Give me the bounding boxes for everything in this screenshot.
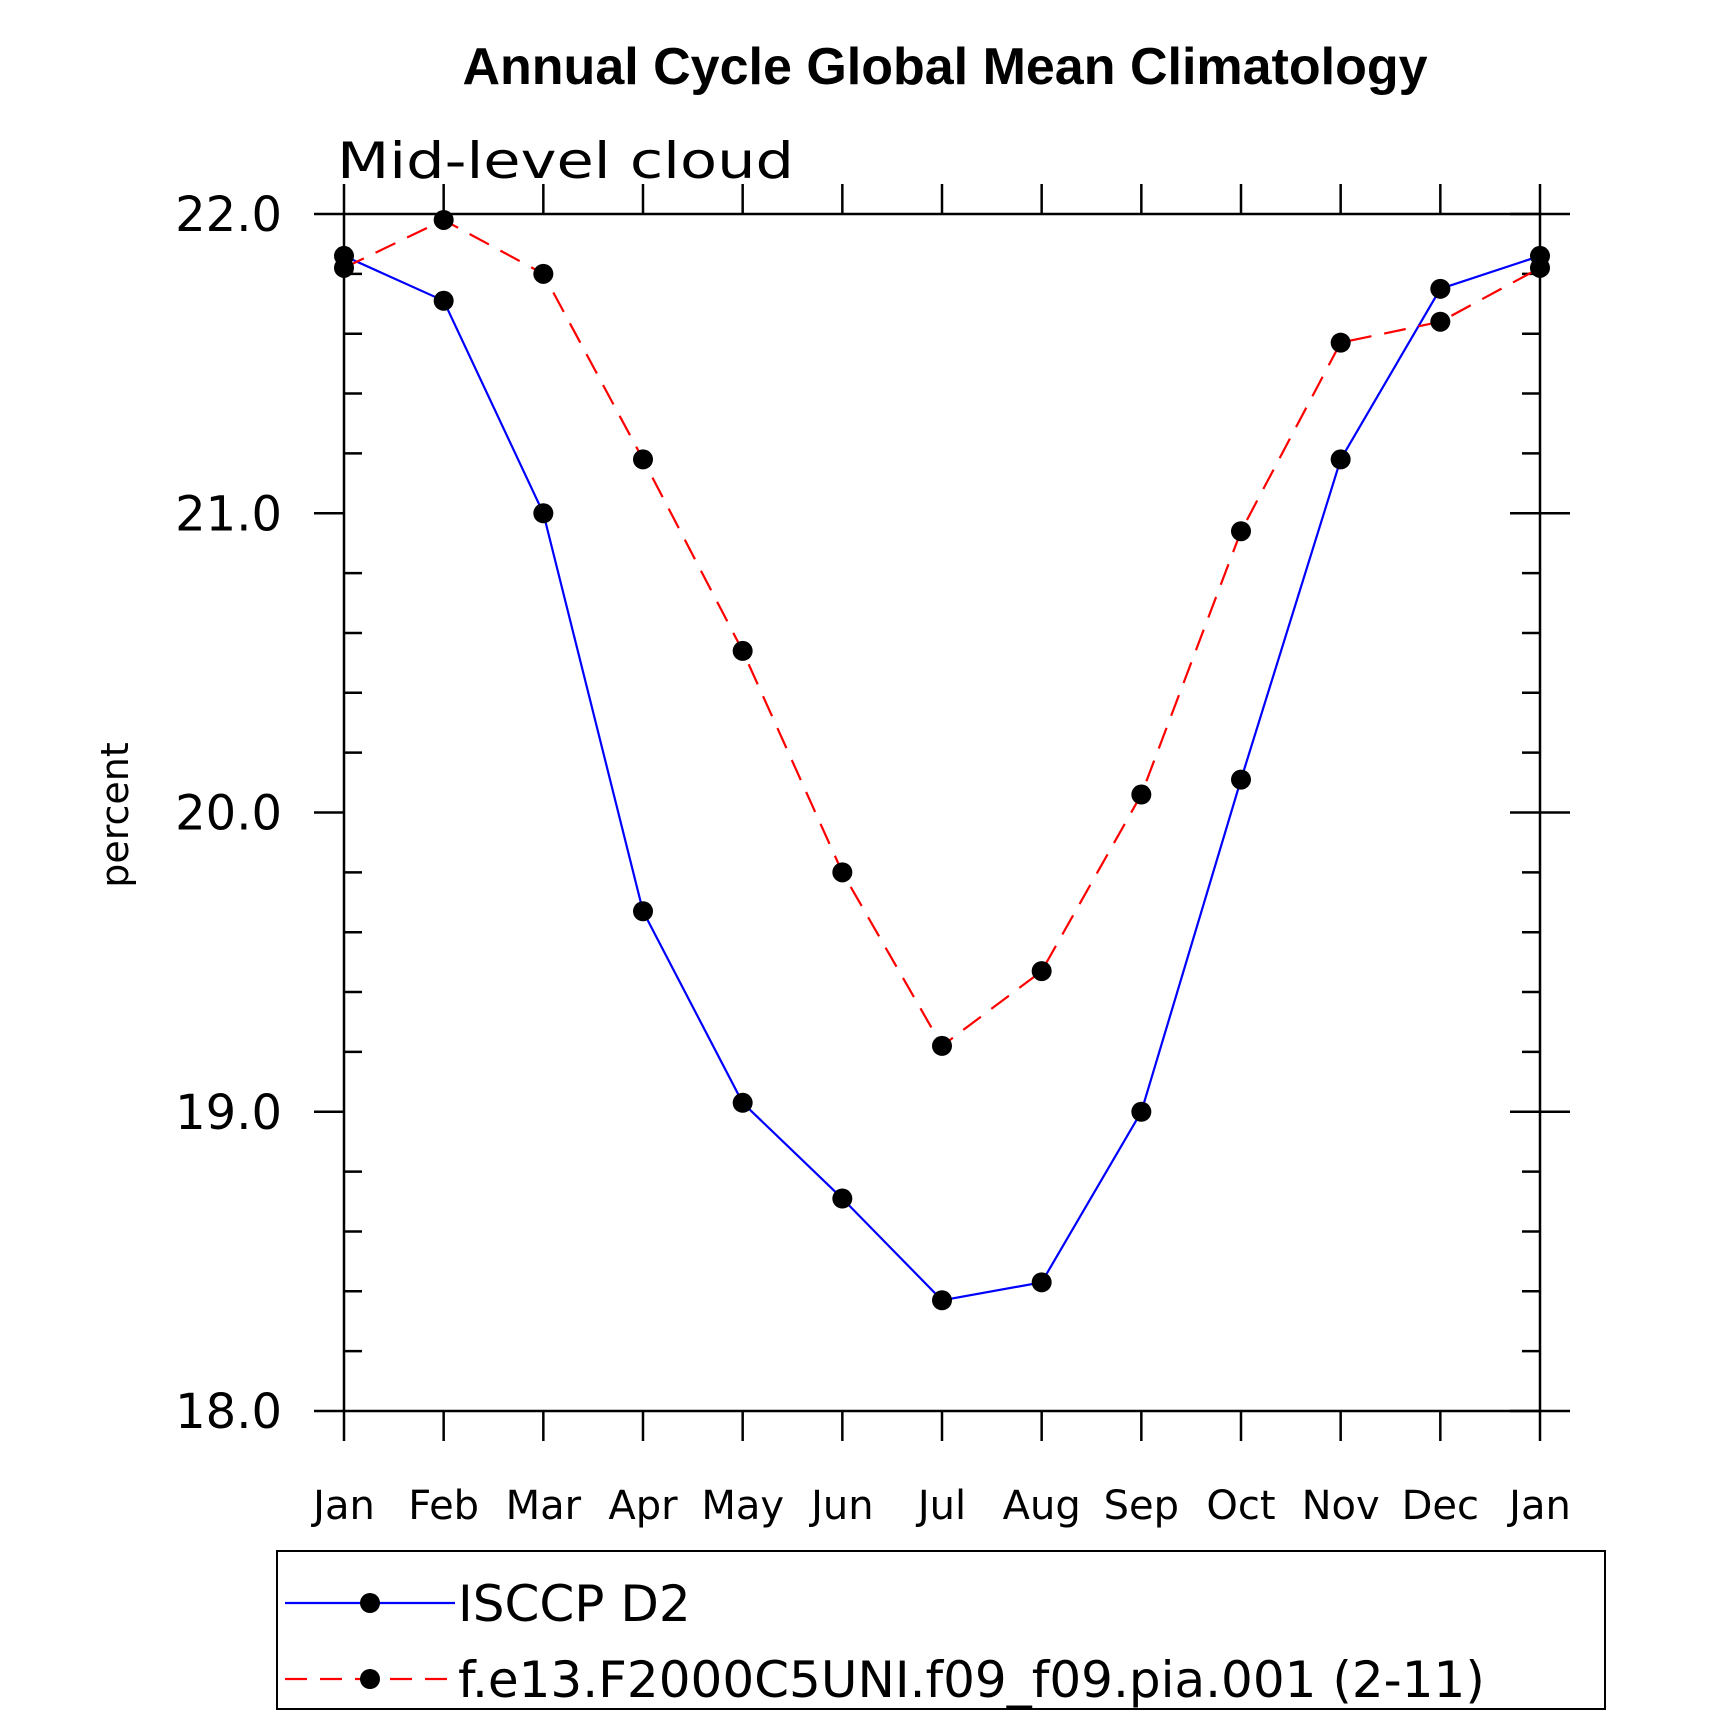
y-tick-label: 21.0 [175, 486, 282, 542]
series-2-point [732, 640, 753, 661]
series-1-point [1031, 1272, 1052, 1293]
y-tick-label: 22.0 [175, 187, 282, 243]
x-tick-label: Sep [1104, 1483, 1179, 1529]
series-2-point [633, 449, 653, 470]
y-tick-label: 20.0 [175, 786, 282, 842]
y-tick-label: 18.0 [175, 1384, 282, 1440]
legend-box [276, 1550, 1606, 1710]
series-2-point [932, 1035, 952, 1056]
x-tick-label: Jan [1506, 1483, 1571, 1529]
series-2-point [433, 209, 454, 230]
x-tick-label: Apr [608, 1483, 678, 1529]
series-2-point [1131, 784, 1152, 805]
series-1-point [433, 290, 454, 311]
series-1-point [732, 1092, 753, 1113]
series-1-point [1231, 769, 1251, 790]
series-1-point [832, 1188, 853, 1209]
legend-label-2: f.e13.F2000C5UNI.f09_f09.pia.001 (2-11) [458, 1651, 1485, 1709]
series-1-point [533, 503, 554, 524]
x-tick-label: Jun [808, 1483, 874, 1529]
chart-subtitle: Mid-level cloud [337, 132, 794, 190]
series-1-point [932, 1290, 952, 1311]
x-tick-label: Jan [310, 1483, 375, 1529]
plot-frame [342, 212, 1542, 1413]
x-tick-label: Dec [1402, 1483, 1479, 1529]
y-tick-labels: 18.0 19.0 20.0 21.0 22.0 [175, 187, 282, 1440]
legend-marker-1 [360, 1593, 380, 1613]
series-line-1 [343, 254, 1541, 1302]
series-1-point [1330, 449, 1351, 470]
series-2-point [334, 257, 354, 278]
series-2-point [533, 263, 554, 284]
x-tick-label: May [701, 1483, 784, 1529]
series-2-point [1530, 257, 1550, 278]
legend-entries: ISCCP D2 f.e13.F2000C5UNI.f09_f09.pia.001… [285, 1575, 1485, 1709]
axis-ticks [314, 184, 1570, 1441]
y-tick-label: 19.0 [175, 1085, 282, 1141]
series-line-2 [343, 218, 1541, 1048]
series-1-point [633, 901, 653, 922]
series-2-point [1031, 961, 1052, 982]
x-tick-label: Jul [915, 1483, 966, 1529]
series-1-point [1430, 278, 1451, 299]
series-2-point [1330, 332, 1351, 353]
series-layer [334, 209, 1550, 1311]
legend-marker-2 [360, 1669, 380, 1689]
x-tick-labels: Jan Feb Mar Apr May Jun Jul Aug Sep Oct Nov Dec Jan [310, 1483, 1571, 1529]
x-tick-label: Aug [1003, 1483, 1081, 1529]
legend: ISCCP D2 f.e13.F2000C5UNI.f09_f09.pia.001… [276, 1550, 1606, 1710]
series-2-point [832, 862, 853, 883]
x-tick-label: Oct [1206, 1483, 1275, 1529]
series-2-point [1430, 311, 1451, 332]
chart-title: Annual Cycle Global Mean Climatology [462, 38, 1427, 96]
y-axis-label: percent [93, 742, 137, 888]
legend-label-1: ISCCP D2 [458, 1575, 691, 1633]
x-tick-label: Feb [408, 1483, 479, 1529]
series-1-point [1131, 1101, 1152, 1122]
x-tick-label: Nov [1302, 1483, 1380, 1529]
x-tick-label: Mar [506, 1483, 582, 1529]
series-2-point [1231, 521, 1251, 542]
